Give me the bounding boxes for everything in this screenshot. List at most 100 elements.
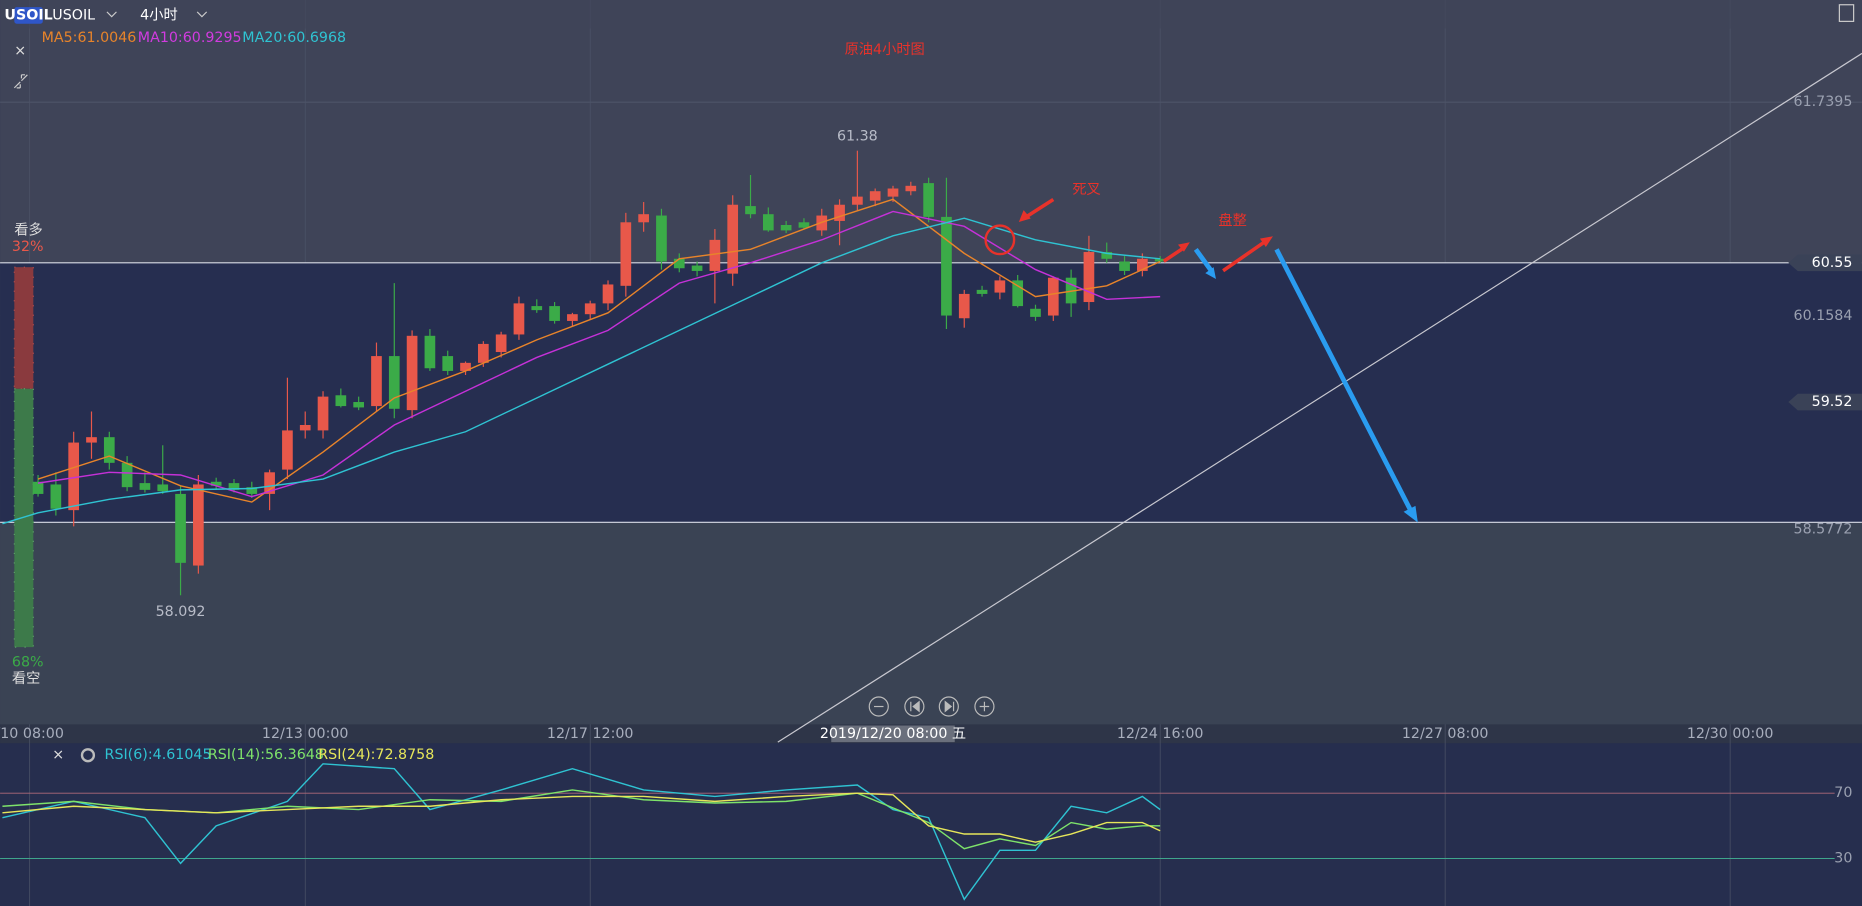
candle-body (905, 185, 917, 192)
rsi-label: RSI(24):72.8758 (318, 747, 434, 763)
logo-text: USOIL (4, 7, 52, 23)
candle-body (584, 303, 596, 315)
candle-body (68, 442, 80, 511)
candle-body (958, 293, 970, 319)
ma-line (2, 217, 1161, 525)
circle-annotation (984, 224, 1016, 256)
candle-body (157, 484, 169, 492)
x-tick-label: 12/24 16:00 (1117, 726, 1204, 742)
rsi-line (2, 763, 1161, 901)
candle-body (602, 284, 614, 304)
forecast-arrow (1193, 247, 1413, 512)
candle-body (709, 239, 721, 271)
candle-body (762, 214, 774, 231)
x-tick-label: 12/27 08:00 (1402, 726, 1489, 742)
symbol[interactable]: USOIL (52, 7, 95, 23)
zoom-out[interactable] (868, 696, 889, 717)
go-end[interactable] (938, 696, 959, 717)
candle-body (941, 216, 952, 316)
candle-body (406, 335, 418, 411)
bear-pct: 68% (12, 655, 44, 671)
bull-pct: 32% (12, 239, 44, 255)
candle-body (976, 289, 988, 294)
settings-icon[interactable] (80, 748, 96, 763)
candle-body (1154, 258, 1166, 262)
candle-body (317, 396, 329, 431)
candle-body (86, 437, 97, 443)
ma-label: MA5:61.0046 (42, 30, 137, 46)
collapse-icon[interactable] (13, 74, 28, 89)
y-tick-label: 58.5772 (1794, 521, 1853, 537)
annotation: 死叉 (1072, 182, 1100, 198)
zoom-in[interactable] (974, 696, 995, 717)
candle-body (869, 191, 881, 201)
ma-label: MA10:60.9295 (138, 30, 242, 46)
candle-body (175, 493, 186, 563)
candle-body (638, 214, 649, 223)
icon (910, 700, 920, 713)
bear-bar (13, 388, 34, 648)
candle-body (745, 206, 756, 215)
candle-body (513, 303, 525, 335)
icon (944, 700, 955, 713)
logo (14, 7, 43, 24)
candle-body (798, 222, 810, 228)
rsi-line (2, 792, 1161, 843)
candle-body (371, 356, 382, 407)
icon (979, 701, 990, 712)
candle-body (228, 483, 240, 490)
price-tag (1788, 254, 1862, 272)
candle-body (442, 356, 454, 371)
candle-body (1047, 277, 1059, 316)
toolbar (868, 696, 995, 717)
rsi-tick-label: 30 (1834, 850, 1852, 866)
trend-line (777, 52, 1862, 743)
bull-label: 看多 (14, 221, 42, 238)
candle-body (210, 481, 222, 486)
candle-body (1030, 308, 1041, 317)
x-tick-label: 12/17 12:00 (547, 726, 634, 742)
dropdown[interactable] (106, 11, 117, 18)
candle-body (834, 204, 845, 221)
close-icon[interactable]: × (14, 43, 26, 59)
candle-body (477, 343, 489, 363)
candle-body (549, 306, 560, 321)
candle-body (495, 334, 507, 353)
dropdown[interactable] (196, 11, 208, 18)
go-start[interactable] (904, 696, 925, 717)
candle-body (780, 225, 792, 231)
bull-bar (13, 266, 34, 390)
candle-body (335, 395, 347, 407)
cursor-box (831, 725, 955, 743)
candle-body (32, 481, 44, 494)
candle-body (353, 402, 365, 408)
timeframe[interactable]: 4小时 (140, 6, 178, 23)
close-icon[interactable]: × (52, 747, 64, 763)
arrow (1162, 239, 1267, 273)
price-tag-label: 59.52 (1812, 394, 1853, 410)
candle-body (887, 188, 899, 197)
cursor-label: 2019/12/20 08:00 五 (820, 726, 966, 742)
candle-body (1119, 261, 1130, 271)
price-tag-label: 60.55 (1812, 255, 1853, 271)
candle-body (923, 183, 934, 217)
price-tag (1788, 393, 1862, 411)
x-tick-label: 12/30 00:00 (1687, 726, 1774, 742)
arrow-head (1018, 210, 1031, 223)
arrow (1022, 197, 1055, 220)
candle-body (193, 484, 204, 566)
low-label: 58.092 (156, 604, 206, 620)
rsi-tick-label: 70 (1834, 785, 1852, 801)
bear-label: 看空 (12, 670, 40, 687)
candle-body (852, 196, 863, 205)
rsi-label: RSI(6):4.61045 (105, 747, 212, 763)
ma-label: MA20:60.6968 (242, 30, 346, 46)
candle-body (1012, 280, 1024, 307)
lower-zone (0, 522, 1862, 725)
panel-icon[interactable] (1838, 4, 1855, 22)
candle-body (1137, 258, 1148, 271)
candle-body (264, 472, 275, 494)
candle-body (727, 204, 739, 274)
rsi-line (2, 789, 1161, 850)
